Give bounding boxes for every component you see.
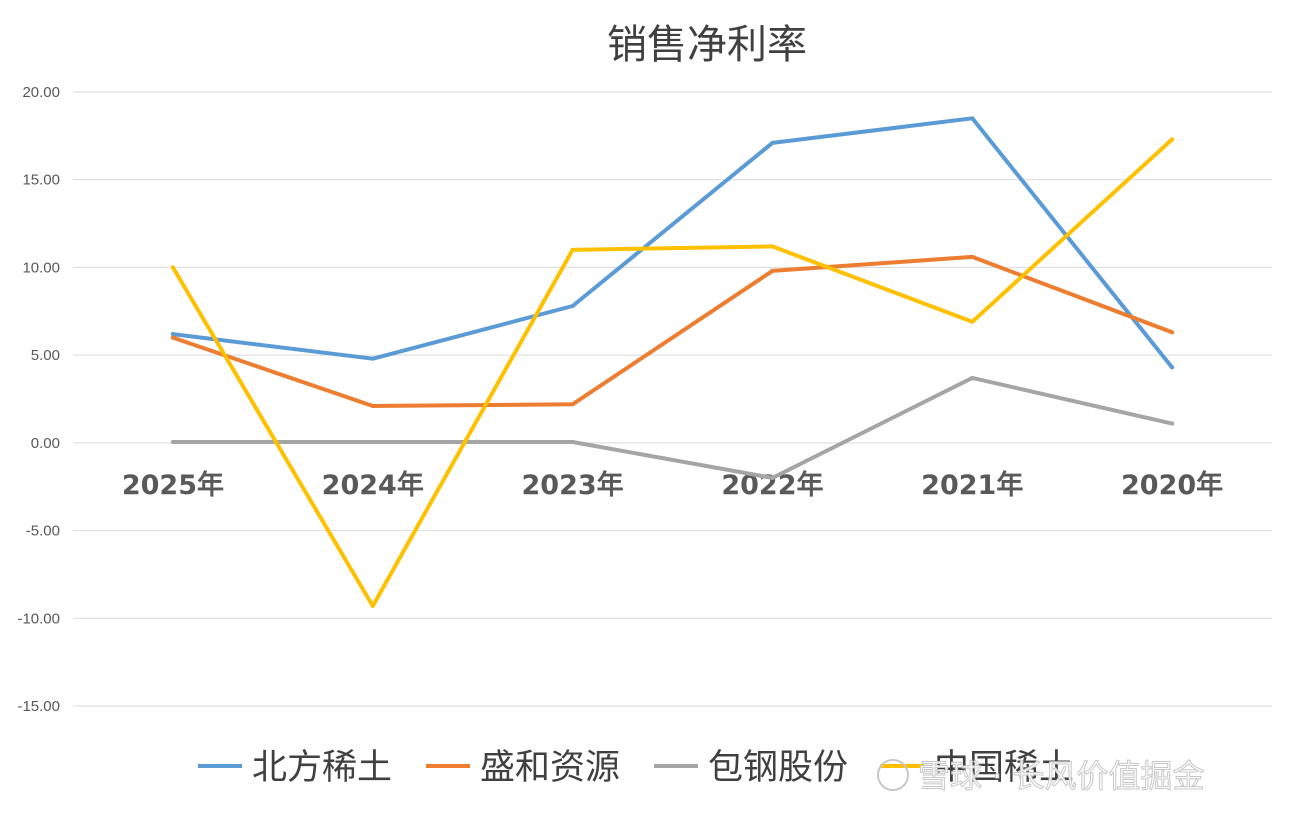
data-point: [370, 356, 375, 361]
data-point: [1170, 137, 1175, 142]
data-point: [370, 439, 375, 444]
legend-label: 包钢股份: [708, 748, 848, 788]
y-tick-label: 15.00: [22, 172, 60, 189]
watermark-logo-icon: [877, 759, 909, 791]
y-tick-label: 20.00: [22, 84, 60, 101]
data-point: [770, 244, 775, 249]
data-point: [970, 254, 975, 259]
chart-title: 销售净利率: [607, 22, 807, 68]
data-point: [770, 475, 775, 480]
data-point: [1170, 421, 1175, 426]
y-tick-label: 5.00: [31, 347, 60, 364]
series-line-0: [170, 116, 1175, 370]
y-tick-label: -5.00: [26, 523, 60, 540]
data-point: [970, 319, 975, 324]
data-point: [370, 604, 375, 609]
y-axis-tick-labels: 20.00 15.00 10.00 5.00 0.00 -5.00 -10.00 -15.00: [17, 84, 60, 715]
legend: 北方稀土 盛和资源 包钢股份 中国稀土: [198, 748, 1074, 788]
data-point: [1170, 365, 1175, 370]
legend-label: 中国稀土: [934, 748, 1074, 788]
series-line-2: [170, 375, 1175, 480]
x-tick-label: 2021年: [921, 469, 1023, 501]
data-point: [170, 332, 175, 337]
data-point: [970, 116, 975, 121]
data-point: [1170, 330, 1175, 335]
data-point: [570, 304, 575, 309]
data-point: [570, 402, 575, 407]
x-axis-tick-labels: 2025年 2024年 2023年 2022年 2021年 2020年: [122, 469, 1223, 501]
watermark-text: 雪球 · 长风价值掘金: [918, 757, 1205, 795]
legend-label: 盛和资源: [480, 748, 620, 788]
y-tick-label: 10.00: [22, 259, 60, 276]
y-tick-label: -15.00: [17, 698, 60, 715]
x-tick-label: 2020年: [1121, 469, 1223, 501]
series-line-3: [170, 137, 1175, 608]
series-lines: [170, 116, 1175, 609]
data-point: [170, 265, 175, 270]
data-point: [570, 439, 575, 444]
data-point: [170, 335, 175, 340]
legend-label: 北方稀土: [252, 748, 392, 788]
series-line-1: [170, 254, 1175, 408]
y-tick-label: -10.00: [17, 610, 60, 627]
y-tick-label: 0.00: [31, 435, 60, 452]
data-point: [770, 268, 775, 273]
x-tick-label: 2022年: [721, 469, 823, 501]
data-point: [570, 247, 575, 252]
watermark: 雪球 · 长风价值掘金: [877, 757, 1205, 796]
x-tick-label: 2024年: [322, 469, 424, 501]
data-point: [970, 375, 975, 380]
data-point: [170, 439, 175, 444]
data-point: [770, 140, 775, 145]
x-tick-label: 2025年: [122, 469, 224, 501]
x-tick-label: 2023年: [522, 469, 624, 501]
data-point: [370, 404, 375, 409]
